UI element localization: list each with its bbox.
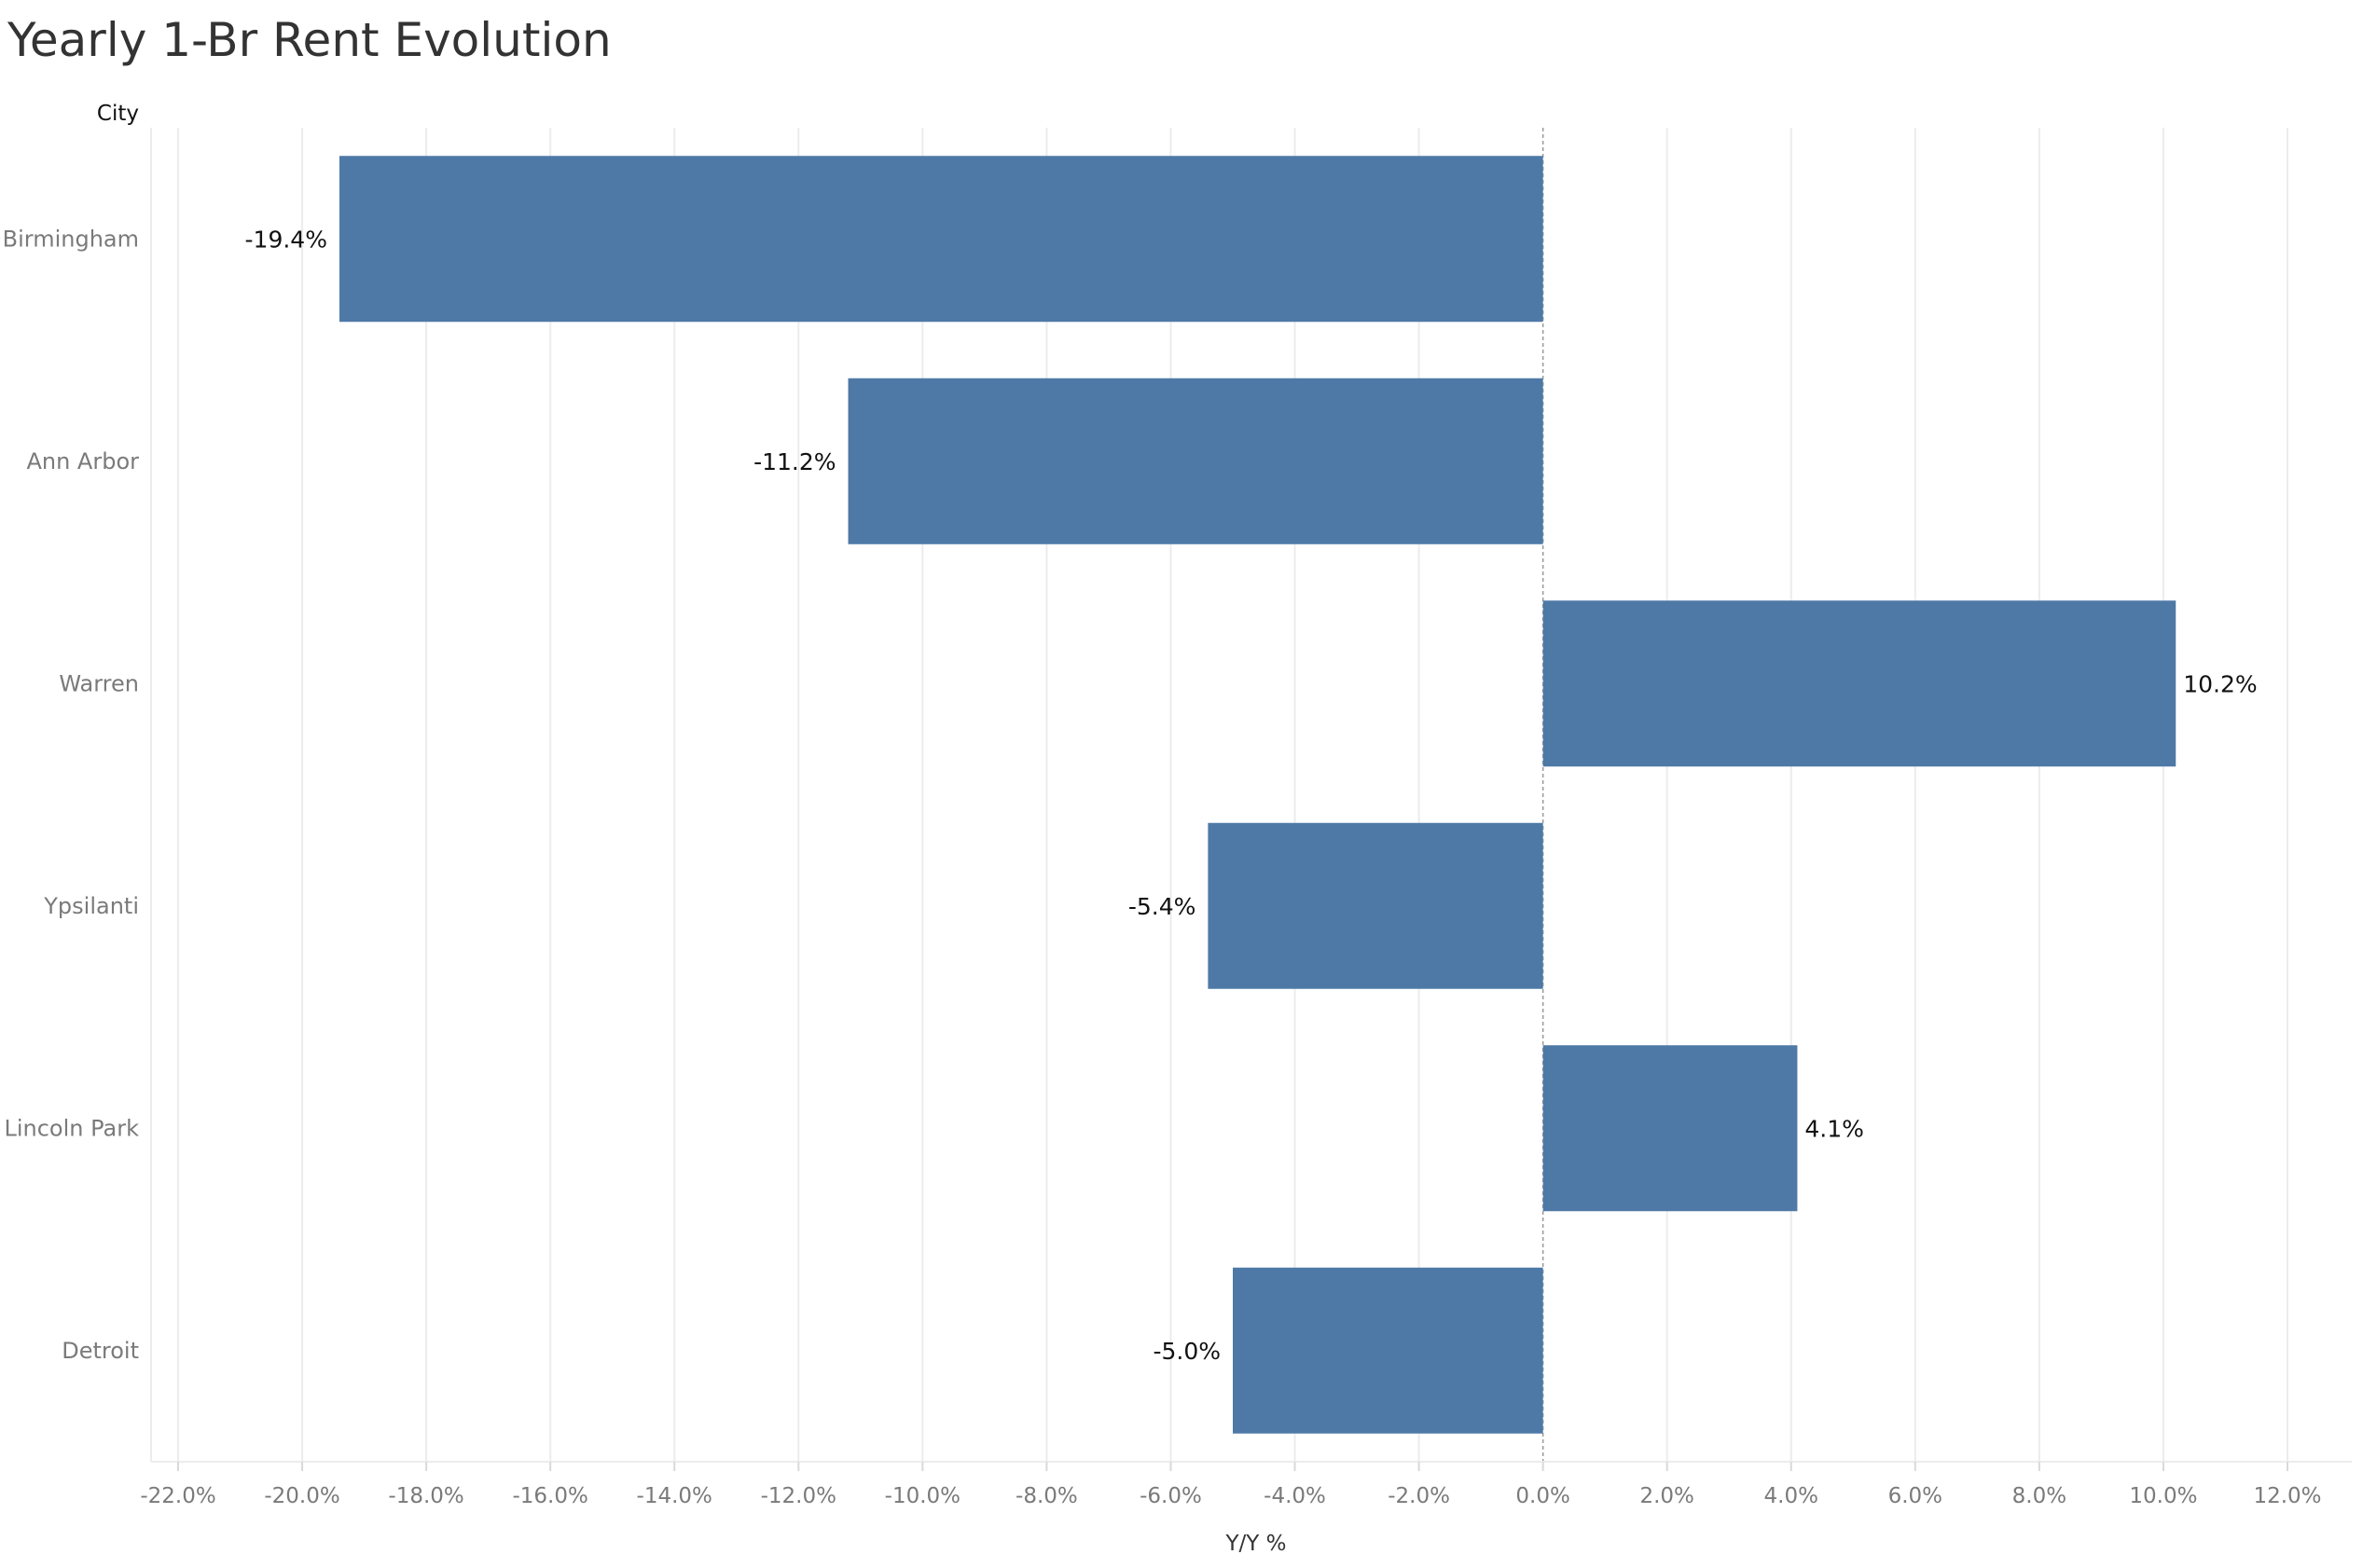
x-tick-label: -6.0%	[1140, 1484, 1202, 1508]
data-label: -19.4%	[245, 226, 327, 253]
chart-title: Yearly 1-Br Rent Evolution	[7, 13, 612, 67]
x-tick-label: -10.0%	[885, 1484, 960, 1508]
x-tick-label: -14.0%	[637, 1484, 712, 1508]
bar[interactable]	[1542, 1045, 1798, 1212]
data-label: 4.1%	[1804, 1115, 1864, 1142]
category-label: Lincoln Park	[4, 1115, 139, 1141]
bar[interactable]	[1208, 822, 1543, 989]
category-labels: Birmingham Ann Arbor Warren Ypsilanti Lincol…	[3, 226, 140, 1364]
gridlines	[150, 128, 2352, 1463]
category-label: Ypsilanti	[43, 893, 139, 919]
x-tick-label: -4.0%	[1264, 1484, 1326, 1508]
bars	[339, 156, 2176, 1434]
data-label: -11.2%	[753, 448, 836, 475]
data-label: -5.0%	[1153, 1338, 1221, 1365]
category-label: Warren	[59, 670, 139, 696]
x-tick-label: 12.0%	[2253, 1484, 2321, 1508]
x-tick-label: -16.0%	[512, 1484, 587, 1508]
x-tick-label: 10.0%	[2129, 1484, 2197, 1508]
x-tick-label: -12.0%	[761, 1484, 836, 1508]
x-tick-label: 8.0%	[2012, 1484, 2066, 1508]
data-label: -5.4%	[1128, 893, 1196, 920]
data-label: 10.2%	[2183, 670, 2257, 697]
x-tick-label: -22.0%	[140, 1484, 215, 1508]
x-tick-label: 4.0%	[1764, 1484, 1818, 1508]
x-tick-label: 2.0%	[1639, 1484, 1693, 1508]
category-label: Detroit	[62, 1338, 139, 1364]
data-labels: -19.4% -11.2% 10.2% -5.4% 4.1% -5.0%	[245, 226, 2258, 1365]
category-label: Ann Arbor	[26, 448, 139, 475]
x-axis-title: Y/Y %	[1224, 1532, 1286, 1556]
x-tick-label: -18.0%	[388, 1484, 463, 1508]
row-header: City	[97, 102, 139, 126]
bar[interactable]	[1542, 600, 2176, 767]
bar[interactable]	[339, 156, 1543, 323]
x-tick-label: 6.0%	[1888, 1484, 1942, 1508]
category-label: Birmingham	[3, 226, 139, 252]
bar[interactable]	[1233, 1267, 1543, 1434]
x-tick-label: -20.0%	[264, 1484, 339, 1508]
x-axis: -22.0% -20.0% -18.0% -16.0% -14.0% -12.0% -10.…	[140, 1462, 2322, 1508]
x-tick-label: -8.0%	[1016, 1484, 1078, 1508]
x-tick-label: 0.0%	[1515, 1484, 1569, 1508]
x-tick-label: -2.0%	[1388, 1484, 1450, 1508]
bar[interactable]	[848, 378, 1543, 544]
